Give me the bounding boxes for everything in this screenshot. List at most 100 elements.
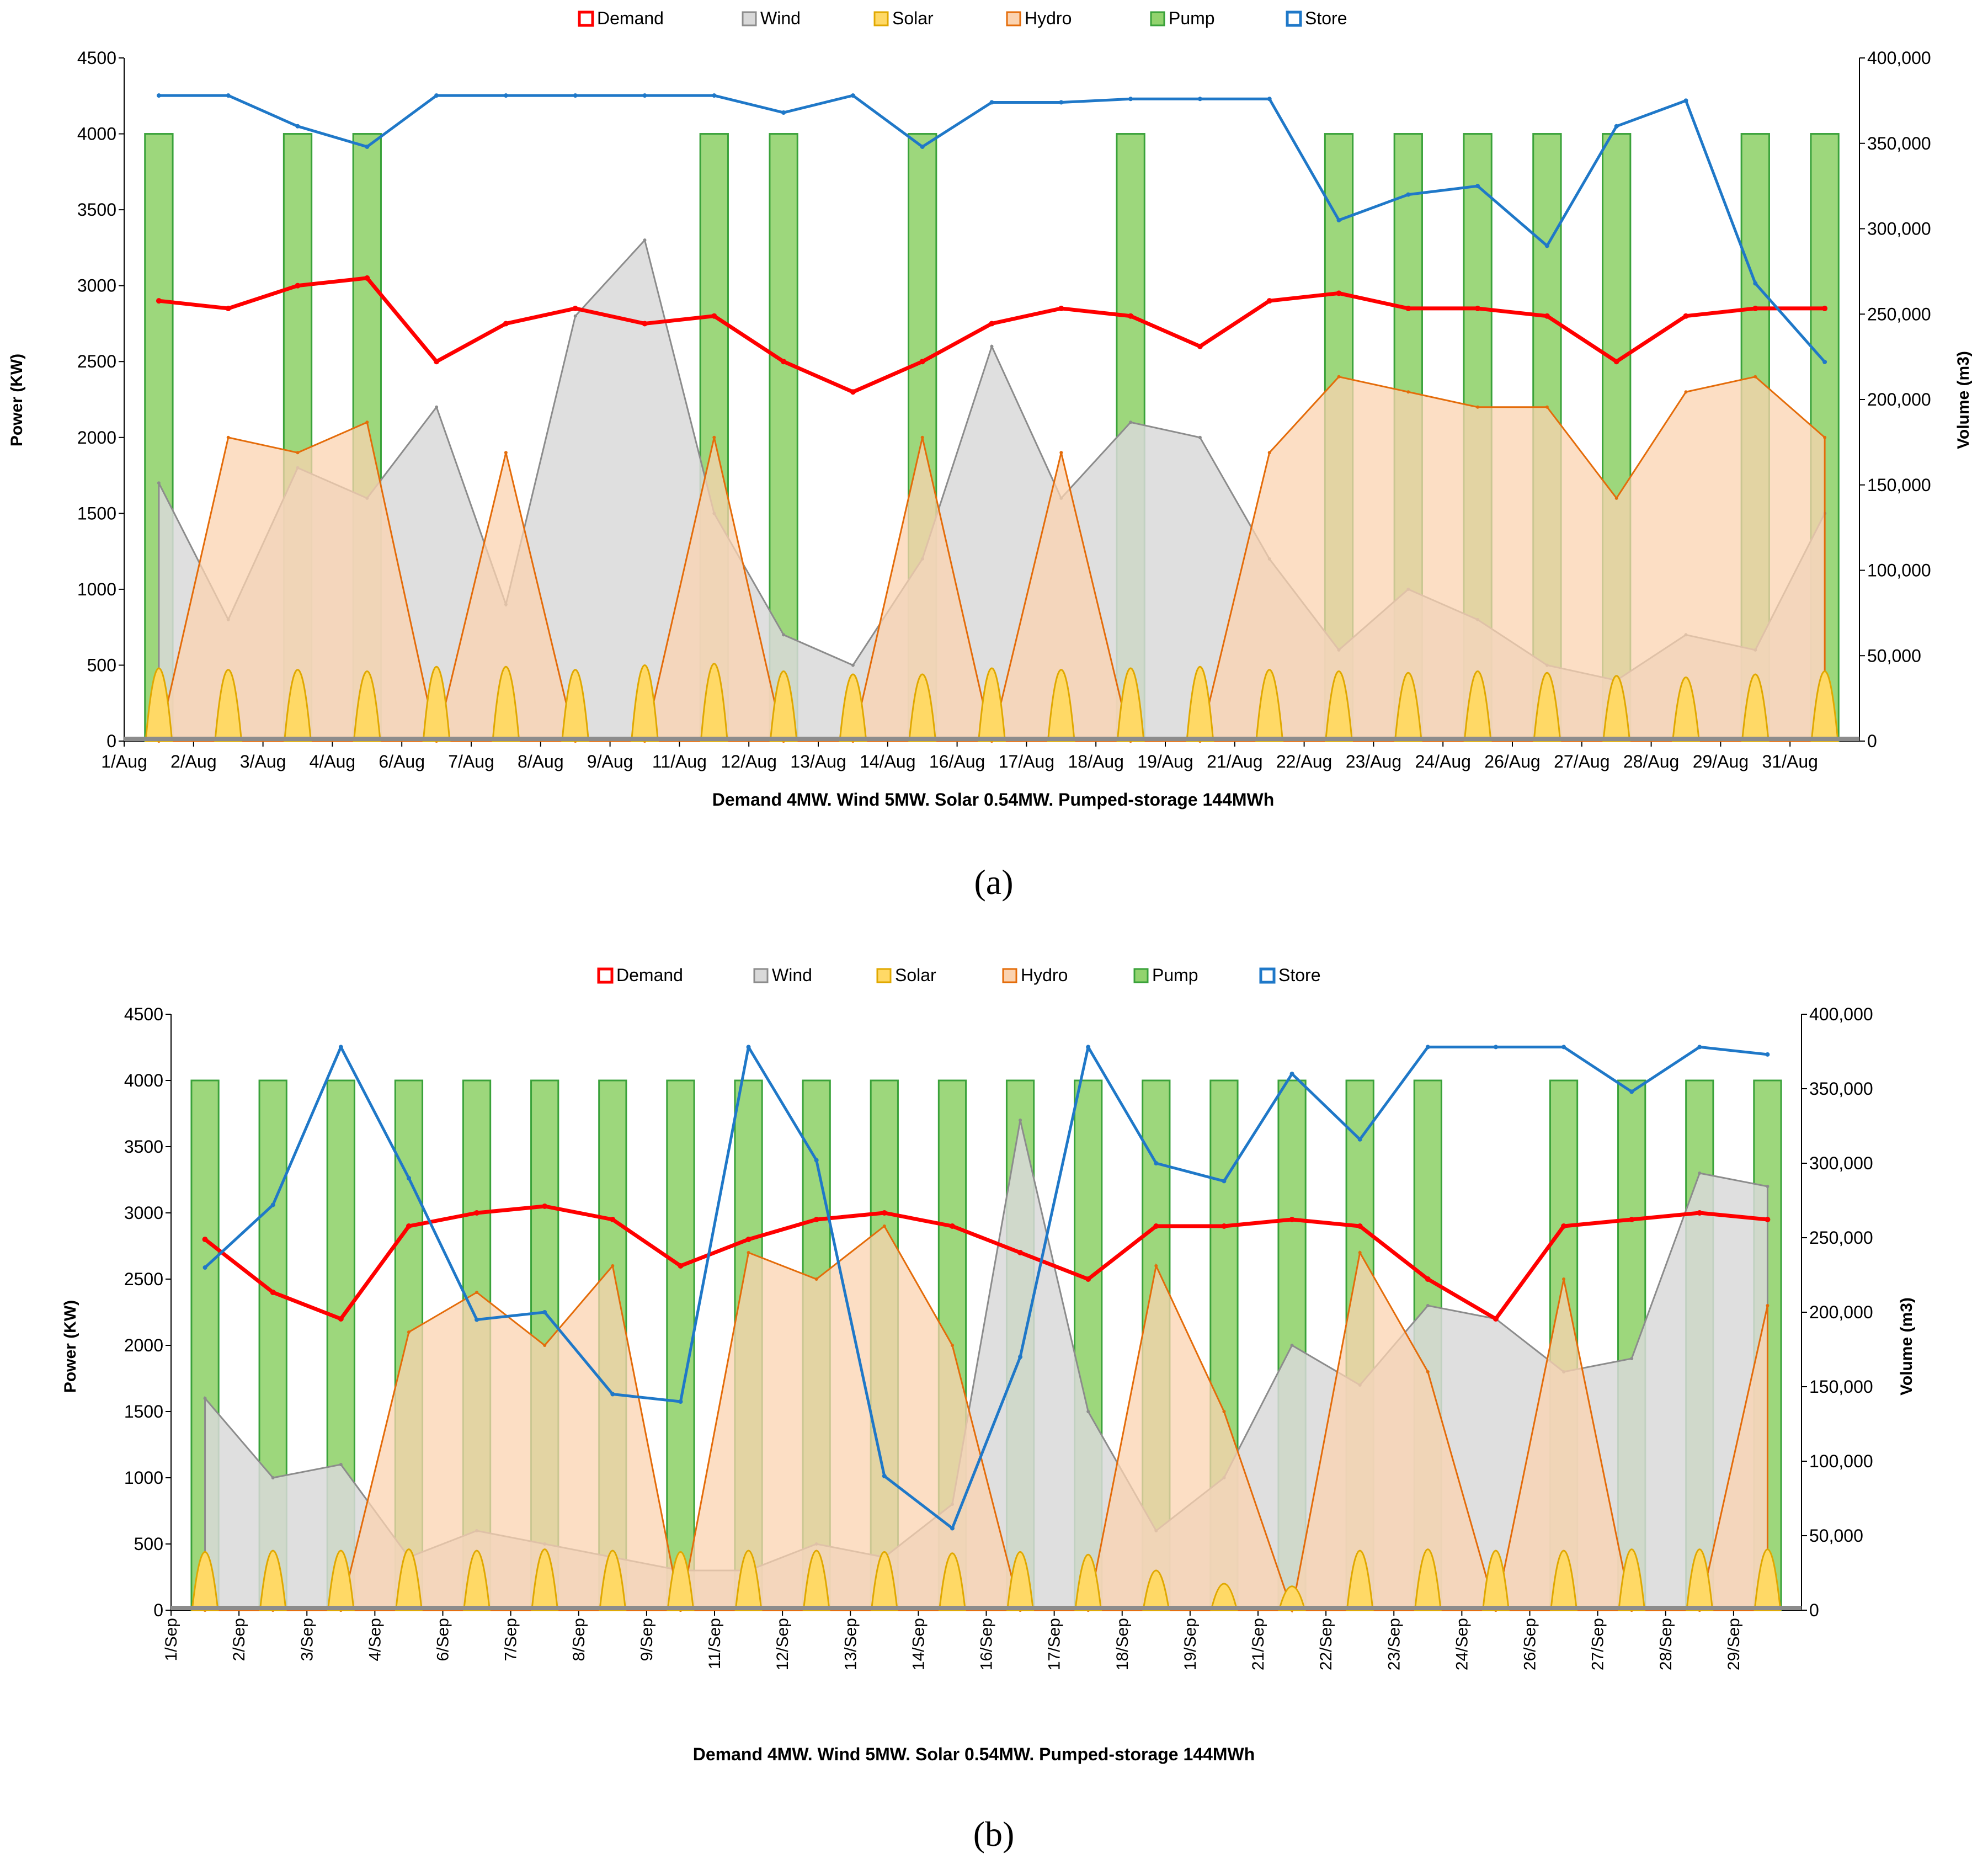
y2-tick-label: 100,000 <box>1809 1451 1873 1471</box>
demand-point <box>1561 1223 1567 1229</box>
store-point <box>1614 124 1619 129</box>
demand-point <box>503 321 509 327</box>
solar-hump <box>1142 1569 1170 1611</box>
wind-point <box>1198 435 1202 439</box>
solar-hump <box>1810 670 1839 742</box>
x-tick-label: 17/Sep <box>1046 1618 1064 1670</box>
x-tick-label: 13/Sep <box>841 1618 860 1670</box>
solar-hump <box>599 1549 627 1611</box>
demand-point <box>156 298 162 304</box>
legend-item-hydro: Hydro <box>1006 8 1072 28</box>
demand-point <box>1544 313 1550 319</box>
solar-hump <box>1324 670 1353 742</box>
x-tick-label: 3/Aug <box>240 752 286 771</box>
store-point <box>1425 1045 1430 1050</box>
x-tick-label: 13/Aug <box>790 752 846 771</box>
solar-hump <box>1602 675 1631 742</box>
demand-point <box>1425 1276 1431 1282</box>
y-tick-label: 500 <box>87 655 116 675</box>
solar-hump <box>1671 677 1701 742</box>
wind-point <box>643 238 647 242</box>
legend-label-wind: Wind <box>760 8 801 28</box>
demand-point <box>919 359 925 365</box>
store-point <box>1683 98 1688 103</box>
solar-hump <box>531 1548 559 1611</box>
store-point <box>712 93 717 98</box>
solar-hump <box>1549 1549 1578 1611</box>
demand-point <box>338 1316 344 1322</box>
legend-item-demand: Demand <box>597 965 683 985</box>
store-point <box>1267 97 1272 102</box>
demand-point <box>202 1237 208 1242</box>
y-tick-label: 4000 <box>77 124 116 144</box>
store-point <box>1357 1137 1362 1142</box>
x-tick-label: 27/Aug <box>1554 752 1609 771</box>
store-point <box>270 1202 275 1207</box>
store-point <box>475 1317 479 1322</box>
legend-label-demand: Demand <box>616 965 683 985</box>
demand-point <box>1128 313 1134 319</box>
x-tick-label: 12/Aug <box>721 752 776 771</box>
wind-point <box>1698 1172 1702 1175</box>
solar-hump <box>938 1552 967 1611</box>
store-point <box>1222 1179 1227 1184</box>
solar-hump <box>145 667 173 742</box>
baseline-strip <box>124 737 1859 741</box>
x-tick-label: 22/Sep <box>1317 1618 1335 1670</box>
hydro-point <box>226 435 230 439</box>
demand-point <box>474 1210 480 1216</box>
y-tick-label: 0 <box>106 731 116 751</box>
store-point <box>434 93 439 98</box>
legend-swatch-hydro <box>1006 11 1021 26</box>
store-point <box>1765 1052 1770 1057</box>
store-point <box>814 1158 819 1163</box>
demand-point <box>1697 1210 1703 1216</box>
y-tick-label: 2000 <box>77 428 116 448</box>
demand-point <box>989 321 995 327</box>
wind-point <box>435 405 439 409</box>
legend-label-demand: Demand <box>597 8 664 28</box>
y2-tick-label: 250,000 <box>1809 1228 1873 1248</box>
demand-point <box>1765 1217 1771 1222</box>
x-tick-label: 8/Sep <box>570 1618 588 1661</box>
x-tick-label: 18/Aug <box>1068 752 1123 771</box>
solar-hump <box>1741 673 1770 742</box>
demand-point <box>406 1223 412 1229</box>
solar-hump <box>1186 665 1214 742</box>
wind-point <box>1086 1410 1090 1413</box>
legend-item-pump: Pump <box>1133 965 1198 985</box>
solar-hump <box>1463 670 1492 742</box>
legend-label-store: Store <box>1278 965 1320 985</box>
solar-hump <box>1686 1548 1714 1611</box>
hydro-point <box>1476 405 1480 409</box>
store-point <box>1154 1161 1159 1165</box>
store-point <box>295 124 300 129</box>
legend-swatch-hydro <box>1002 968 1017 983</box>
legend-label-hydro: Hydro <box>1021 965 1068 985</box>
store-point <box>1289 1072 1294 1076</box>
hydro-point <box>920 435 924 439</box>
demand-point <box>1613 359 1619 365</box>
x-tick-label: 16/Sep <box>978 1618 996 1670</box>
solar-hump <box>870 1551 898 1611</box>
solar-hump <box>1346 1549 1374 1611</box>
demand-point <box>813 1217 819 1222</box>
solar-hump <box>769 670 798 742</box>
y-tick-label: 4500 <box>124 1004 163 1024</box>
solar-hump <box>462 1549 491 1611</box>
y2-tick-label: 400,000 <box>1867 48 1931 68</box>
x-tick-label: 19/Sep <box>1181 1618 1200 1670</box>
wind-point <box>1426 1304 1430 1307</box>
x-tick-label: 29/Aug <box>1693 752 1749 771</box>
solar-hump <box>977 667 1006 742</box>
wind-point <box>782 633 786 637</box>
x-tick-label: 1/Sep <box>162 1618 180 1661</box>
y2-tick-label: 0 <box>1809 1600 1819 1620</box>
demand-point <box>949 1223 955 1229</box>
store-point <box>1197 97 1202 102</box>
y-tick-label: 2000 <box>124 1335 163 1355</box>
hydro-point <box>747 1251 750 1254</box>
x-tick-label: 27/Sep <box>1589 1618 1607 1670</box>
demand-point <box>225 305 231 311</box>
x-tick-label: 16/Aug <box>929 752 985 771</box>
